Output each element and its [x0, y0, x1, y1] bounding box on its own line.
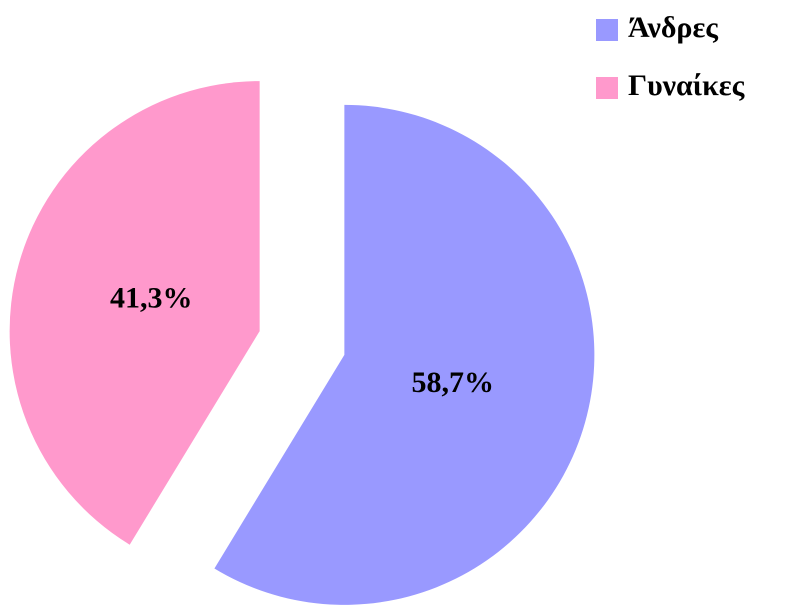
legend-swatch: [596, 19, 618, 41]
pie-slice: [214, 104, 595, 605]
legend-label: Άνδρες: [628, 11, 718, 44]
pie-slice: [9, 81, 260, 545]
data-label: 58,7%: [411, 366, 494, 399]
data-label: 41,3%: [110, 282, 193, 315]
legend-swatch: [596, 77, 618, 99]
legend-label: Γυναίκες: [628, 69, 745, 102]
